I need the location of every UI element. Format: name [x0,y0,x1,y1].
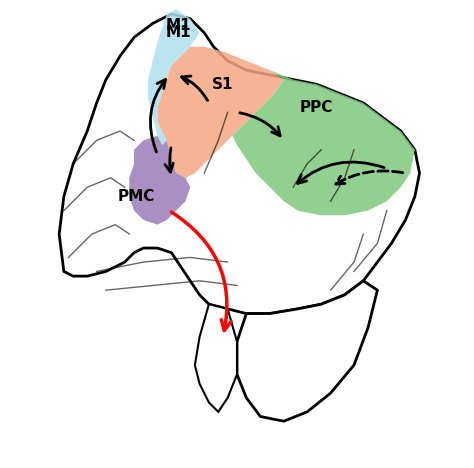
Text: PPC: PPC [300,100,333,115]
Polygon shape [237,281,377,421]
Polygon shape [129,136,190,225]
Text: M1: M1 [166,18,191,33]
Polygon shape [148,9,200,145]
Text: S1: S1 [212,77,234,92]
Polygon shape [195,304,237,412]
Polygon shape [59,14,419,314]
Text: PMC: PMC [118,189,155,204]
Polygon shape [157,47,284,178]
Polygon shape [232,70,415,215]
Text: M1: M1 [166,25,191,40]
